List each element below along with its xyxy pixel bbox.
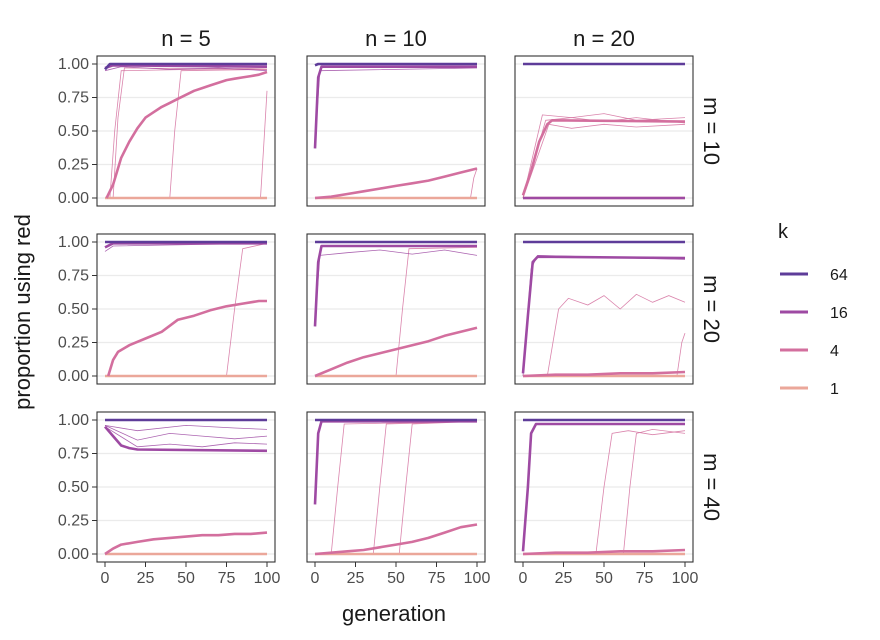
mean-line-k16 (313, 244, 477, 327)
x-tick-label: 0 (311, 570, 320, 587)
y-tick-label: 1.00 (58, 412, 89, 429)
mean-line-k64 (314, 62, 477, 67)
panel (306, 233, 486, 385)
mean-line-k4 (522, 548, 686, 556)
run-line-k16 (104, 66, 268, 72)
mean-line-k4 (104, 531, 268, 556)
mean-line-k4 (314, 523, 478, 556)
run-line-k4 (523, 293, 686, 377)
panel (96, 55, 276, 207)
col-strip-label: n = 10 (365, 26, 427, 51)
run-line-k4 (522, 113, 686, 199)
y-axis-title: proportion using red (10, 214, 35, 410)
mean-line-k16 (521, 422, 685, 552)
panel (96, 411, 276, 563)
panel-border (514, 233, 694, 385)
y-tick-label: 0.25 (58, 335, 89, 352)
panel (96, 233, 276, 385)
x-tick-label: 50 (595, 570, 613, 587)
run-line-k16 (104, 425, 268, 441)
x-tick-label: 100 (672, 570, 699, 587)
y-tick-label: 0.00 (58, 368, 89, 385)
mean-line-k4 (106, 299, 267, 377)
y-tick-label: 0.75 (58, 446, 89, 463)
panel-border (306, 233, 486, 385)
run-line-k16 (104, 426, 268, 448)
panel-border (514, 55, 694, 207)
legend: k 64 16 4 1 (778, 221, 848, 398)
y-tick-label: 0.25 (58, 513, 89, 530)
x-tick-label: 75 (636, 570, 654, 587)
x-tick-label: 0 (519, 570, 528, 587)
mean-line-k4 (314, 326, 478, 378)
legend-title: k (778, 221, 789, 243)
legend-label-k64: 64 (830, 267, 848, 284)
x-tick-label: 25 (555, 570, 573, 587)
x-tick-label: 100 (464, 570, 491, 587)
mean-line-k16 (104, 425, 268, 453)
x-tick-label: 50 (387, 570, 405, 587)
mean-line-k4 (521, 119, 686, 196)
panel (514, 233, 694, 385)
mean-line-k4 (314, 167, 478, 200)
y-tick-label: 0.00 (58, 190, 89, 207)
y-tick-label: 1.00 (58, 56, 89, 73)
run-line-k4 (522, 123, 686, 199)
row-strip-label: m = 40 (699, 453, 724, 521)
y-tick-label: 0.25 (58, 157, 89, 174)
legend-label-k16: 16 (830, 305, 848, 322)
y-tick-label: 0.75 (58, 90, 89, 107)
x-tick-label: 25 (347, 570, 365, 587)
col-strip-label: n = 20 (573, 26, 635, 51)
row-strip-label: m = 10 (699, 97, 724, 165)
x-tick-label: 75 (218, 570, 236, 587)
x-tick-label: 75 (428, 570, 446, 587)
y-tick-label: 0.50 (58, 479, 89, 496)
mean-line-k4 (522, 370, 686, 378)
y-tick-label: 0.75 (58, 268, 89, 285)
col-strip-label: n = 5 (161, 26, 211, 51)
axis-labels: n = 5 n = 10 n = 20 m = 10 m = 20 m = 40 0.00 0… (58, 26, 724, 587)
panel (514, 55, 694, 207)
mean-line-k16 (313, 65, 477, 149)
panel-border (306, 55, 486, 207)
panels (96, 55, 694, 563)
x-tick-label: 25 (137, 570, 155, 587)
y-tick-label: 0.50 (58, 123, 89, 140)
x-axis-title: generation (342, 601, 446, 626)
mean-line-k64 (104, 62, 267, 71)
legend-label-k4: 4 (830, 343, 839, 360)
x-tick-label: 0 (101, 570, 110, 587)
y-tick-label: 0.00 (58, 546, 89, 563)
mean-line-k16 (521, 255, 686, 374)
row-strip-label: m = 20 (699, 275, 724, 343)
legend-label-k1: 1 (830, 381, 839, 398)
mean-line-k4 (105, 70, 268, 199)
panel (306, 55, 486, 207)
x-tick-label: 50 (177, 570, 195, 587)
y-tick-label: 0.50 (58, 301, 89, 318)
run-line-k16 (104, 424, 268, 432)
panel (514, 411, 694, 563)
y-tick-label: 1.00 (58, 234, 89, 251)
x-tick-label: 100 (254, 570, 281, 587)
panel (306, 411, 486, 563)
